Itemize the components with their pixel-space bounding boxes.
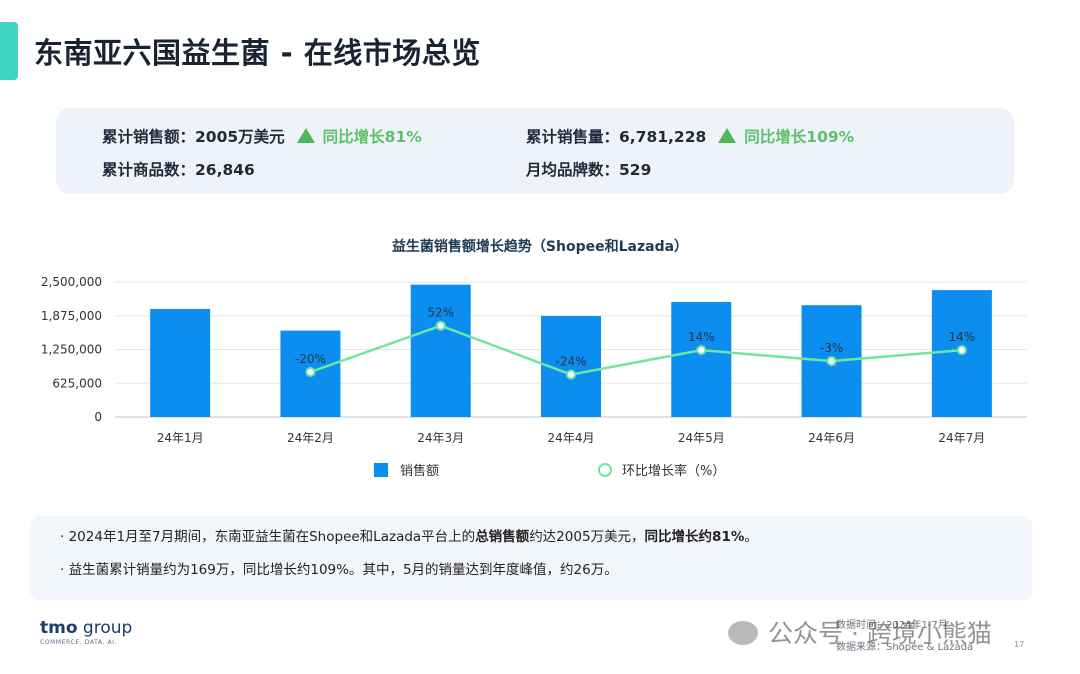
growth-label: -20% <box>295 352 326 366</box>
bar <box>410 284 471 417</box>
note-1-text-c: 。 <box>744 529 758 545</box>
note-1-text-b: 约达2005万美元， <box>529 529 645 545</box>
growth-point <box>305 367 316 377</box>
x-tick-label: 24年4月 <box>548 431 595 445</box>
kpi-sales-volume: 累计销售量：6,781,228 同比增长109% <box>526 125 854 147</box>
kpi-products-label: 累计商品数： <box>102 161 196 179</box>
kpi-brands-value: 529 <box>619 161 652 179</box>
kpi-sales-volume-value: 6,781,228 <box>619 128 707 146</box>
y-tick-label: 2,500,000 <box>41 275 102 289</box>
page-number: 17 <box>1014 640 1025 649</box>
kpi-sales-amount-value: 2005万美元 <box>195 128 285 146</box>
growth-label: 14% <box>949 330 976 344</box>
growth-label: 14% <box>688 330 715 344</box>
legend-bar-swatch <box>374 463 388 477</box>
kpi-sales-volume-label: 累计销售量： <box>526 128 620 146</box>
note-1-text-a: · 2024年1月至7月期间，东南亚益生菌在Shopee和Lazada平台上的 <box>60 529 476 545</box>
note-line-1: · 2024年1月至7月期间，东南亚益生菌在Shopee和Lazada平台上的总… <box>60 525 758 545</box>
kpi-brands-label: 月均品牌数： <box>526 161 620 179</box>
logo-main-text: tmo <box>40 618 78 638</box>
kpi-sales-amount-label: 累计销售额： <box>102 128 196 146</box>
kpi-sales-amount: 累计销售额：2005万美元 同比增长81% <box>102 125 422 147</box>
growth-label: -3% <box>820 341 843 355</box>
legend-line: 环比增长率（%） <box>598 460 725 479</box>
logo-tagline: COMMERCE. DATA. AI. <box>40 639 118 646</box>
data-time: 数据时间：2024年1-7月 <box>836 620 948 631</box>
note-line-2: · 益生菌累计销量约为169万，同比增长约109%。其中，5月的销量达到年度峰值… <box>60 562 618 578</box>
page-title: 东南亚六国益生菌 - 在线市场总览 <box>34 36 481 70</box>
legend-line-label: 环比增长率（%） <box>622 464 726 479</box>
x-tick-label: 24年2月 <box>287 431 334 445</box>
x-tick-label: 24年3月 <box>417 431 464 445</box>
x-tick-label: 24年6月 <box>808 431 855 445</box>
note-1-bold-b: 同比增长约81% <box>644 529 745 545</box>
notes-box: · 2024年1月至7月期间，东南亚益生菌在Shopee和Lazada平台上的总… <box>30 516 1032 600</box>
growth-up-icon <box>718 128 737 143</box>
watermark-text: 公众号 · 跨境小熊猫 <box>768 619 992 648</box>
x-tick-label: 24年1月 <box>157 431 204 445</box>
legend-bar: 销售额 <box>374 460 439 479</box>
growth-label: -24% <box>555 355 586 369</box>
growth-point <box>826 356 837 367</box>
kpi-sales-amount-growth: 同比增长81% <box>322 128 422 146</box>
growth-point <box>956 345 967 356</box>
watermark: 公众号 · 跨境小熊猫 <box>728 614 992 650</box>
growth-point <box>696 345 707 356</box>
bar <box>150 309 211 417</box>
bar <box>671 301 732 417</box>
growth-point <box>435 320 446 331</box>
kpi-products: 累计商品数：26,846 <box>102 158 255 180</box>
kpi-sales-volume-growth: 同比增长109% <box>744 128 855 146</box>
legend-line-swatch <box>598 463 612 477</box>
data-source: 数据来源：Shopee & Lazada <box>836 642 974 653</box>
y-tick-label: 1,875,000 <box>41 309 102 323</box>
logo-group-text: group <box>77 618 133 638</box>
x-tick-label: 24年5月 <box>678 431 725 445</box>
kpi-summary-box: 累计销售额：2005万美元 同比增长81% 累计销售量：6,781,228 同比增长… <box>56 108 1014 194</box>
wechat-icon <box>728 621 758 645</box>
x-tick-label: 24年7月 <box>938 431 985 445</box>
growth-label: 52% <box>427 306 454 320</box>
legend-bar-label: 销售额 <box>400 464 440 479</box>
y-tick-label: 0 <box>94 410 102 424</box>
growth-line <box>310 324 962 376</box>
growth-point <box>566 369 576 380</box>
chart-title: 益生菌销售额增长趋势（Shopee和Lazada） <box>391 239 689 255</box>
y-tick-label: 1,250,000 <box>41 343 102 357</box>
y-tick-label: 625,000 <box>52 376 102 390</box>
tmo-group-logo: tmo group COMMERCE. DATA. AI. <box>40 618 132 646</box>
kpi-brands: 月均品牌数：529 <box>526 158 651 180</box>
note-1-bold-a: 总销售额 <box>475 529 530 545</box>
growth-up-icon <box>296 128 315 143</box>
kpi-products-value: 26,846 <box>195 161 255 179</box>
sales-trend-chart: 2,500,000 1,875,000 1,250,000 625,000 0 24年1月… <box>41 275 1027 445</box>
title-accent-bar <box>0 22 18 80</box>
